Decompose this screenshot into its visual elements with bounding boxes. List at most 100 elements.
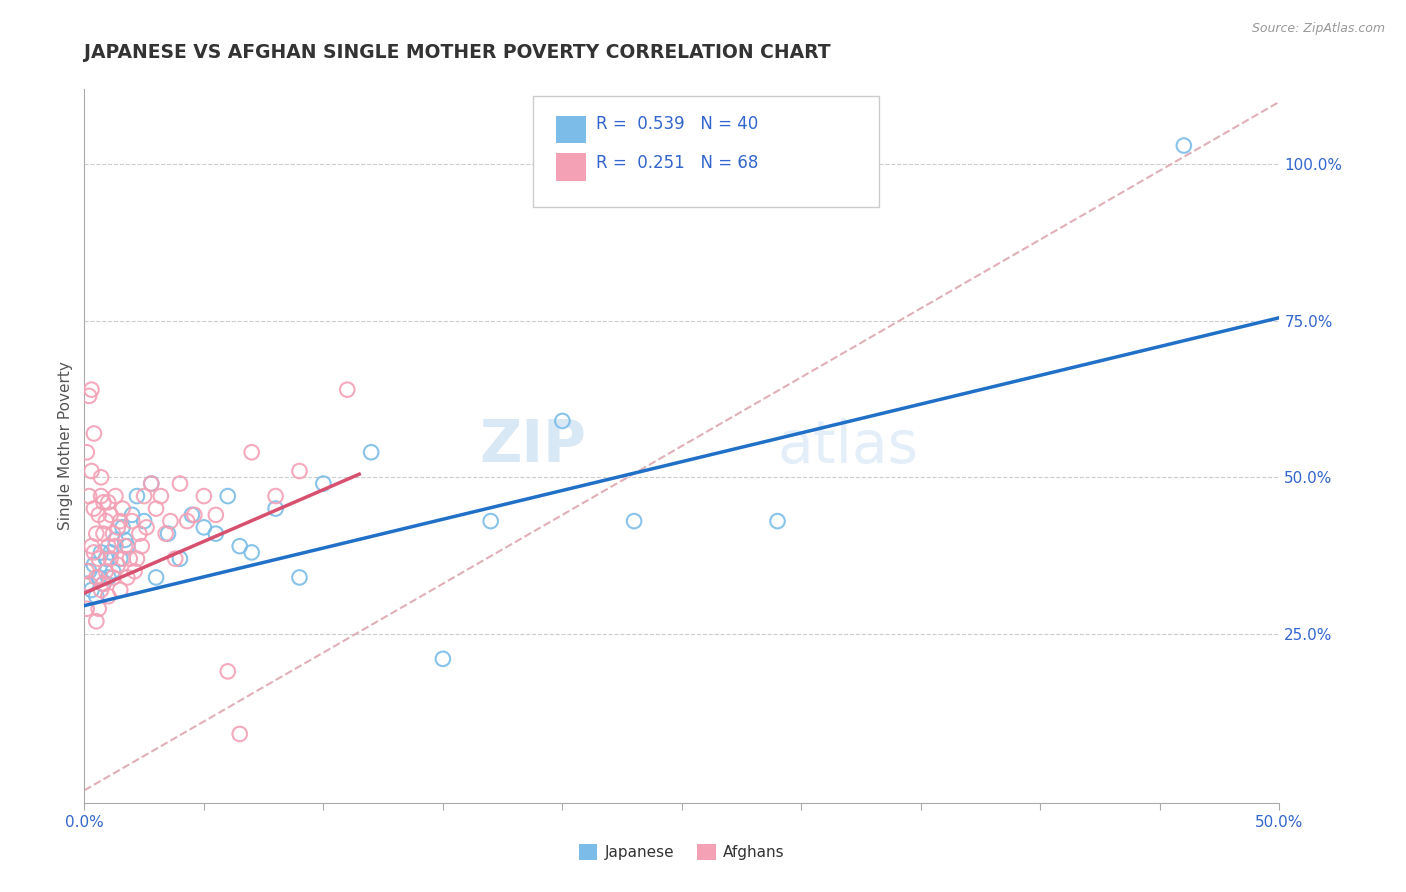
Point xyxy=(121,514,143,528)
Text: atlas: atlas xyxy=(778,417,918,475)
Point xyxy=(87,601,110,615)
FancyBboxPatch shape xyxy=(533,96,879,207)
Point xyxy=(77,389,100,403)
Point xyxy=(80,464,103,478)
Point xyxy=(312,476,335,491)
Point xyxy=(145,501,167,516)
Point xyxy=(104,539,127,553)
Point xyxy=(145,570,167,584)
Point xyxy=(80,582,103,597)
Point xyxy=(128,526,150,541)
Point xyxy=(86,526,108,541)
Point xyxy=(132,514,156,528)
Point xyxy=(90,545,112,559)
Point xyxy=(86,589,108,603)
Text: ZIP: ZIP xyxy=(479,417,586,475)
Point xyxy=(149,489,172,503)
Point xyxy=(101,526,124,541)
Point xyxy=(93,576,115,591)
Point xyxy=(288,570,311,584)
Point xyxy=(83,558,105,572)
Point xyxy=(87,508,110,522)
Point xyxy=(94,551,117,566)
Point xyxy=(94,564,117,578)
Point xyxy=(479,514,502,528)
Point xyxy=(159,514,181,528)
Point xyxy=(264,501,287,516)
Text: JAPANESE VS AFGHAN SINGLE MOTHER POVERTY CORRELATION CHART: JAPANESE VS AFGHAN SINGLE MOTHER POVERTY… xyxy=(84,44,831,62)
Point xyxy=(100,545,122,559)
Point xyxy=(77,489,100,503)
Point xyxy=(80,539,103,553)
Point xyxy=(87,551,110,566)
Point xyxy=(117,570,139,584)
Point xyxy=(360,445,382,459)
Point xyxy=(77,564,100,578)
Point xyxy=(107,558,129,572)
FancyBboxPatch shape xyxy=(557,153,586,180)
Point xyxy=(157,526,180,541)
Point xyxy=(217,665,239,679)
Point xyxy=(193,489,215,503)
Point xyxy=(623,514,645,528)
Point xyxy=(87,570,110,584)
Point xyxy=(131,539,153,553)
Point xyxy=(110,514,132,528)
Point xyxy=(77,576,100,591)
Point xyxy=(86,614,108,628)
Point xyxy=(104,489,127,503)
Point xyxy=(551,414,574,428)
Point xyxy=(228,539,252,553)
Point xyxy=(217,489,239,503)
Point xyxy=(205,526,228,541)
Point xyxy=(111,551,134,566)
Point xyxy=(93,495,115,509)
Point xyxy=(1173,138,1195,153)
Point xyxy=(90,582,112,597)
Point xyxy=(205,508,228,522)
Point xyxy=(240,445,263,459)
Point xyxy=(228,727,252,741)
Point xyxy=(101,564,124,578)
Point xyxy=(766,514,789,528)
Point xyxy=(80,383,103,397)
Point xyxy=(76,576,98,591)
Point xyxy=(93,526,115,541)
Point xyxy=(114,533,136,547)
Point xyxy=(86,570,108,584)
Point xyxy=(110,551,132,566)
Point xyxy=(118,551,141,566)
Point xyxy=(169,476,191,491)
Point xyxy=(83,501,105,516)
Point xyxy=(125,551,148,566)
Point xyxy=(169,551,191,566)
Point xyxy=(100,551,122,566)
Point xyxy=(124,564,146,578)
Point xyxy=(165,551,187,566)
Point xyxy=(121,508,143,522)
Point xyxy=(288,464,311,478)
Point xyxy=(93,576,115,591)
Point xyxy=(240,545,263,559)
Point xyxy=(101,570,124,584)
Point xyxy=(132,489,156,503)
Point xyxy=(76,445,98,459)
Point xyxy=(97,495,120,509)
Point xyxy=(336,383,359,397)
Point xyxy=(90,470,112,484)
Point xyxy=(117,539,139,553)
Point xyxy=(76,564,98,578)
Y-axis label: Single Mother Poverty: Single Mother Poverty xyxy=(58,361,73,531)
Point xyxy=(141,476,163,491)
Text: R =  0.539   N = 40: R = 0.539 N = 40 xyxy=(596,115,758,133)
Point xyxy=(125,489,148,503)
Point xyxy=(97,539,120,553)
Point xyxy=(193,520,215,534)
Point xyxy=(110,582,132,597)
Point xyxy=(264,489,287,503)
Legend: Japanese, Afghans: Japanese, Afghans xyxy=(572,838,792,866)
Point xyxy=(135,520,157,534)
Point xyxy=(97,570,120,584)
Point xyxy=(180,508,202,522)
Point xyxy=(141,476,163,491)
